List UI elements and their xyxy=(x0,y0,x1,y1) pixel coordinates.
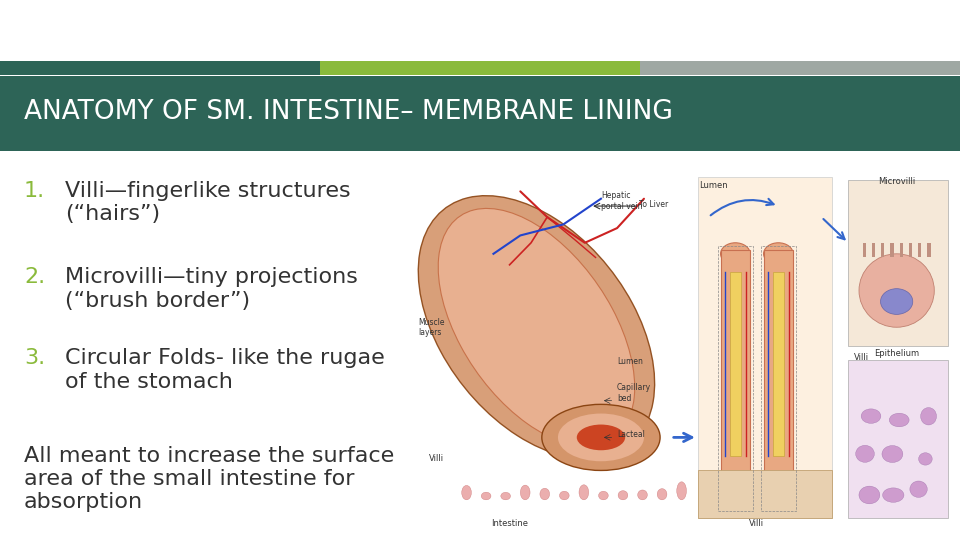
Bar xyxy=(909,243,912,258)
FancyArrowPatch shape xyxy=(710,199,774,215)
Bar xyxy=(718,246,753,511)
Bar xyxy=(640,61,960,75)
Text: Capillary
bed: Capillary bed xyxy=(617,383,651,403)
Ellipse shape xyxy=(577,424,625,450)
Text: Lumen: Lumen xyxy=(700,181,729,190)
Bar xyxy=(849,180,948,346)
Ellipse shape xyxy=(859,254,934,327)
Bar xyxy=(730,272,741,456)
Ellipse shape xyxy=(560,485,569,500)
Text: Villi: Villi xyxy=(750,518,764,528)
Ellipse shape xyxy=(501,483,511,500)
Text: Circular Folds- like the rugae
of the stomach: Circular Folds- like the rugae of the st… xyxy=(65,348,385,392)
Ellipse shape xyxy=(721,243,750,265)
Ellipse shape xyxy=(481,492,491,500)
Bar xyxy=(881,243,884,258)
Text: All meant to increase the surface
area of the small intestine for
absorption: All meant to increase the surface area o… xyxy=(24,446,395,512)
Bar xyxy=(760,246,796,511)
Ellipse shape xyxy=(763,243,793,265)
Ellipse shape xyxy=(867,413,881,428)
Ellipse shape xyxy=(541,404,660,470)
Ellipse shape xyxy=(419,195,655,459)
Ellipse shape xyxy=(886,448,903,465)
Bar xyxy=(900,243,902,258)
Bar xyxy=(320,61,640,75)
Bar xyxy=(698,470,832,518)
Ellipse shape xyxy=(599,483,609,500)
Text: 1.: 1. xyxy=(24,181,45,201)
Ellipse shape xyxy=(915,446,933,461)
Bar xyxy=(863,243,866,258)
Text: Villi: Villi xyxy=(853,353,869,362)
Bar xyxy=(698,177,832,518)
Bar xyxy=(773,272,783,456)
Ellipse shape xyxy=(540,482,549,500)
Ellipse shape xyxy=(855,447,876,463)
Text: Muscle
layers: Muscle layers xyxy=(419,318,444,337)
Ellipse shape xyxy=(579,487,588,500)
Bar xyxy=(0,61,320,75)
Text: Microvilli: Microvilli xyxy=(878,177,915,186)
Ellipse shape xyxy=(618,488,628,500)
Ellipse shape xyxy=(462,484,471,500)
Ellipse shape xyxy=(558,414,644,461)
Text: 2.: 2. xyxy=(24,267,45,287)
Ellipse shape xyxy=(862,484,876,499)
Text: Lumen: Lumen xyxy=(617,357,643,366)
Bar xyxy=(721,250,750,474)
Ellipse shape xyxy=(658,482,667,500)
Bar xyxy=(849,360,948,518)
FancyArrowPatch shape xyxy=(824,219,845,239)
Bar xyxy=(918,243,922,258)
Ellipse shape xyxy=(520,488,530,500)
Bar xyxy=(872,243,876,258)
Text: To Liver: To Liver xyxy=(638,200,668,209)
Text: Villi: Villi xyxy=(429,454,444,463)
Ellipse shape xyxy=(909,485,930,504)
Text: 3.: 3. xyxy=(24,348,45,368)
Ellipse shape xyxy=(916,414,933,427)
Text: Villi—fingerlike structures
(“hairs”): Villi—fingerlike structures (“hairs”) xyxy=(65,181,351,224)
Text: Intestine: Intestine xyxy=(492,518,528,528)
Text: Epithelium: Epithelium xyxy=(874,349,920,358)
Text: ANATOMY OF SM. INTESTINE– MEMBRANE LINING: ANATOMY OF SM. INTESTINE– MEMBRANE LININ… xyxy=(24,99,673,125)
Text: Microvilli—tiny projections
(“brush border”): Microvilli—tiny projections (“brush bord… xyxy=(65,267,358,310)
Bar xyxy=(891,243,894,258)
Ellipse shape xyxy=(677,484,686,500)
Bar xyxy=(0,76,960,151)
Ellipse shape xyxy=(438,208,635,446)
Bar xyxy=(763,250,793,474)
FancyArrowPatch shape xyxy=(674,433,692,442)
Ellipse shape xyxy=(637,488,647,500)
Ellipse shape xyxy=(891,407,911,424)
Text: Hepatic
portal vein: Hepatic portal vein xyxy=(601,191,642,211)
Bar xyxy=(927,243,930,258)
Ellipse shape xyxy=(880,289,913,314)
Ellipse shape xyxy=(886,485,901,500)
Text: Lacteal: Lacteal xyxy=(617,430,645,440)
